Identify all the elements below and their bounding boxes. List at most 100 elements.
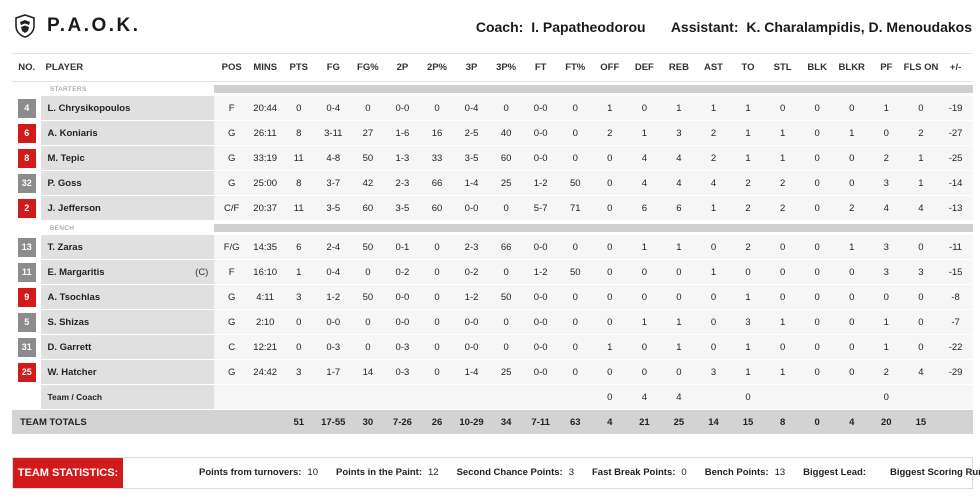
column-header-row: NO. PLAYER POS MINS PTS FG FG% 2P 2P% 3P 3P% FT FT% O… (12, 53, 973, 82)
team-statistics-list: Points from turnovers: 10 Points in the Pa… (199, 458, 980, 488)
total-cell: 63 (557, 409, 593, 434)
stat-cell: 0-0 (316, 309, 351, 335)
stat-cell: 0-0 (523, 284, 558, 310)
stat-cell: 8 (281, 120, 317, 146)
player-name-cell[interactable]: P. Goss (41, 170, 215, 196)
team-stat-value: 13 (774, 467, 786, 478)
team-totals-label: TEAM TOTALS (12, 409, 215, 434)
player-name-cell[interactable]: W. Hatcher (41, 359, 215, 385)
team-stat-label: Biggest Lead: (803, 467, 866, 478)
stat-cell: 0 (592, 284, 628, 310)
stat-cell: 0 (592, 359, 628, 385)
stat-cell: 1 (696, 195, 731, 221)
player-row[interactable]: 2 J. Jefferson C/F 20:37 11 3-5 60 3-5 60 0-0 0 5-7… (12, 195, 973, 221)
player-name-cell[interactable]: D. Garrett (41, 334, 215, 360)
stat-cell: 1-4 (454, 170, 489, 196)
stat-cell: 1-2 (523, 170, 558, 196)
stat-cell (799, 384, 835, 410)
stat-cell: 2 (765, 170, 800, 196)
stat-cell: 0-3 (385, 334, 420, 360)
section-divider (214, 81, 973, 96)
total-cell (214, 409, 249, 434)
stat-cell: 0 (557, 334, 593, 360)
total-cell: 4 (834, 409, 870, 434)
player-row[interactable]: 4 L. Chrysikopoulos F 20:44 0 0-4 0 0-0 0 0-4 0 0-0… (12, 96, 973, 121)
player-name-cell[interactable]: A. Tsochlas (41, 284, 215, 310)
stat-cell: 0-0 (523, 96, 558, 121)
stat-cell: 6 (627, 195, 662, 221)
stat-cell: 0 (834, 309, 870, 335)
stat-cell: 0 (281, 309, 317, 335)
stat-cell: 0 (696, 309, 731, 335)
stat-cell: 0-0 (523, 309, 558, 335)
stat-cell: 3-5 (454, 145, 489, 171)
player-row[interactable]: 5 S. Shizas G 2:10 0 0-0 0 0-0 0 0-0 0 0-0 0 0 1 1 0 3 1 0 0… (12, 309, 973, 335)
player-row[interactable]: 6 A. Koniaris G 26:11 8 3-11 27 1-6 16 2-5 40 0-0 0 2… (12, 120, 973, 146)
column-header: FLS ON (903, 53, 939, 82)
stat-cell: 1 (730, 96, 766, 121)
assistant-names: K. Charalampidis, D. Menoudakos (746, 19, 972, 35)
column-header: NO. (12, 53, 42, 82)
player-name-cell[interactable]: L. Chrysikopoulos (41, 96, 215, 121)
stat-cell: 0 (419, 96, 455, 121)
column-header: 3P (454, 53, 489, 82)
player-name[interactable]: P. Goss (47, 177, 82, 189)
player-name-cell[interactable]: J. Jefferson (41, 195, 215, 221)
player-name[interactable]: J. Jefferson (47, 202, 101, 214)
stat-cell: 1-2 (316, 284, 351, 310)
stat-cell: -8 (938, 284, 973, 310)
stat-cell: G (214, 359, 249, 385)
stat-cell: 0-0 (385, 96, 420, 121)
stat-cell: -11 (938, 235, 973, 260)
stat-cell: 3 (696, 359, 731, 385)
total-cell: 20 (869, 409, 904, 434)
stat-cell: 1-4 (454, 359, 489, 385)
stat-cell: 1 (696, 96, 731, 121)
jersey-number: 4 (17, 98, 36, 118)
stat-cell: 25:00 (248, 170, 282, 196)
player-name[interactable]: A. Tsochlas (47, 291, 101, 303)
player-name-cell[interactable]: A. Koniaris (41, 120, 215, 146)
team-stat-label: Bench Points: (704, 467, 769, 478)
player-name-cell[interactable]: T. Zaras (41, 235, 215, 260)
player-name[interactable]: E. Margaritis (47, 266, 105, 278)
player-row[interactable]: 25 W. Hatcher G 24:42 3 1-7 14 0-3 0 1-4 25 0-0 0 0 0 0… (12, 359, 973, 385)
jersey-number: 8 (17, 148, 36, 168)
bench-section-header: BENCH (12, 220, 973, 235)
stat-cell: 0 (903, 235, 939, 260)
stat-cell: 1 (281, 259, 317, 285)
player-name[interactable]: L. Chrysikopoulos (47, 102, 131, 114)
player-name-cell[interactable]: S. Shizas (41, 309, 215, 335)
stat-cell: 0 (834, 259, 870, 285)
jersey-number: 11 (17, 262, 36, 282)
player-name[interactable]: W. Hatcher (47, 366, 97, 378)
stat-cell (696, 384, 731, 410)
player-row[interactable]: 32 P. Goss G 25:00 8 3-7 42 2-3 66 1-4 25 1-2 50 0 4 4 4… (12, 170, 973, 196)
stat-cell: 1 (903, 145, 939, 171)
player-name[interactable]: D. Garrett (47, 341, 92, 353)
stat-cell: G (214, 145, 249, 171)
stat-cell: 0 (765, 284, 800, 310)
stat-cell: 2-3 (454, 235, 489, 260)
player-name[interactable]: T. Zaras (47, 241, 83, 253)
player-name-cell[interactable]: E. Margaritis (C) (41, 259, 215, 285)
player-name[interactable]: A. Koniaris (47, 127, 98, 139)
stat-cell: 0 (592, 235, 628, 260)
stat-cell: 3 (281, 359, 317, 385)
stat-cell: 25 (488, 359, 524, 385)
player-name[interactable]: M. Tepic (47, 152, 85, 164)
stat-cell: 33:19 (248, 145, 282, 171)
team-stat-label: Points in the Paint: (335, 467, 423, 478)
player-name[interactable]: S. Shizas (47, 316, 90, 328)
player-row[interactable]: 8 M. Tepic G 33:19 11 4-8 50 1-3 33 3-5 60 0-0 0 0 4 4 2… (12, 145, 973, 171)
player-row[interactable]: 31 D. Garrett C 12:21 0 0-3 0 0-3 0 0-0 0 0-0 0 1 0 1 0 1… (12, 334, 973, 360)
player-row[interactable]: 11 E. Margaritis (C) F 16:10 1 0-4 0 0-2 0 0-2 0 1-2… (12, 259, 973, 285)
player-row[interactable]: 13 T. Zaras F/G 14:35 6 2-4 50 0-1 0 2-3 66 0-0 0 0 1 1… (12, 235, 973, 260)
player-row[interactable]: 9 A. Tsochlas G 4:11 3 1-2 50 0-0 0 1-2 50 0-0 0 0 0 0 0… (12, 284, 973, 310)
stat-cell: 2 (592, 120, 628, 146)
stat-cell: 1 (765, 359, 800, 385)
stat-cell (316, 384, 351, 410)
player-name-cell[interactable]: M. Tepic (41, 145, 215, 171)
stat-cell: 1 (661, 334, 697, 360)
stat-cell: 0 (696, 284, 731, 310)
